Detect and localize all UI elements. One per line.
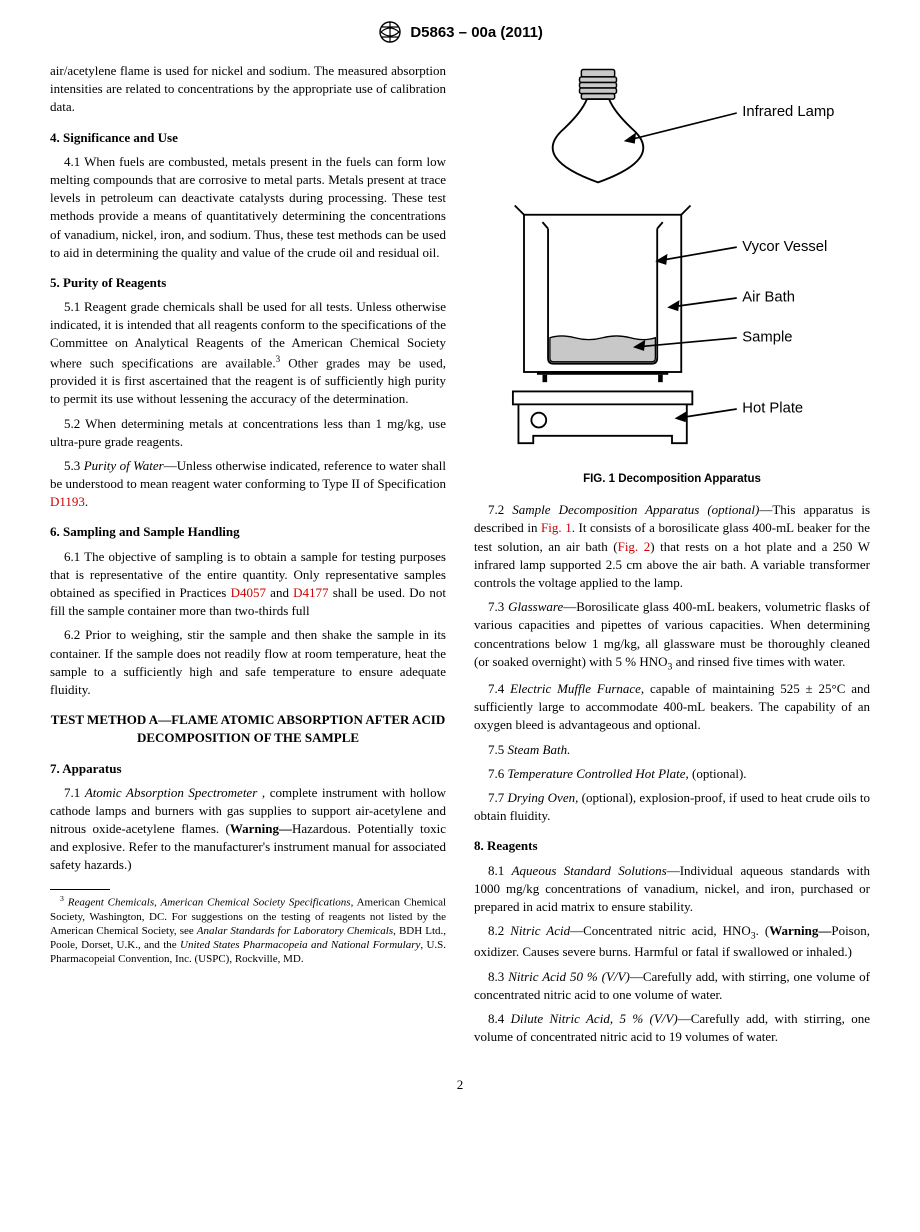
astm-logo-icon bbox=[377, 20, 403, 44]
para-8-1: 8.1 Aqueous Standard Solutions—Individua… bbox=[474, 862, 870, 917]
svg-text:Hot Plate: Hot Plate bbox=[742, 401, 803, 417]
figure-1-caption: FIG. 1 Decomposition Apparatus bbox=[474, 471, 870, 487]
ref-d1193[interactable]: D1193 bbox=[50, 494, 85, 509]
section-4-heading: 4. Significance and Use bbox=[50, 129, 446, 147]
svg-text:Sample: Sample bbox=[742, 329, 792, 345]
section-5-heading: 5. Purity of Reagents bbox=[50, 274, 446, 292]
section-7-heading: 7. Apparatus bbox=[50, 760, 446, 778]
section-8-heading: 8. Reagents bbox=[474, 837, 870, 855]
para-6-1: 6.1 The objective of sampling is to obta… bbox=[50, 548, 446, 621]
section-6-heading: 6. Sampling and Sample Handling bbox=[50, 523, 446, 541]
ref-d4057[interactable]: D4057 bbox=[231, 585, 266, 600]
para-8-4: 8.4 Dilute Nitric Acid, 5 % (V/V)—Carefu… bbox=[474, 1010, 870, 1046]
para-7-7: 7.7 Drying Oven, (optional), explosion-p… bbox=[474, 789, 870, 825]
para-8-2: 8.2 Nitric Acid—Concentrated nitric acid… bbox=[474, 922, 870, 961]
doc-id: D5863 – 00a (2011) bbox=[410, 24, 543, 41]
para-5-3: 5.3 Purity of Water—Unless otherwise ind… bbox=[50, 457, 446, 512]
two-column-body: air/acetylene flame is used for nickel a… bbox=[50, 62, 870, 1052]
svg-text:Air Bath: Air Bath bbox=[742, 290, 795, 306]
ref-fig1[interactable]: Fig. 1 bbox=[541, 520, 572, 535]
para-7-5: 7.5 Steam Bath. bbox=[474, 741, 870, 759]
svg-text:Vycor Vessel: Vycor Vessel bbox=[742, 239, 827, 255]
para-5-2: 5.2 When determining metals at concentra… bbox=[50, 415, 446, 451]
decomposition-apparatus-diagram: Infrared Lamp Vycor Vessel Air Bath Samp… bbox=[487, 62, 857, 460]
para-5-1: 5.1 Reagent grade chemicals shall be use… bbox=[50, 298, 446, 408]
figure-1: Infrared Lamp Vycor Vessel Air Bath Samp… bbox=[474, 62, 870, 487]
para-6-2: 6.2 Prior to weighing, stir the sample a… bbox=[50, 626, 446, 699]
para-7-6: 7.6 Temperature Controlled Hot Plate, (o… bbox=[474, 765, 870, 783]
intro-paragraph: air/acetylene flame is used for nickel a… bbox=[50, 62, 446, 117]
footnote-3: 3 Reagent Chemicals, American Chemical S… bbox=[50, 894, 446, 967]
para-7-1: 7.1 Atomic Absorption Spectrometer , com… bbox=[50, 784, 446, 875]
method-a-heading: TEST METHOD A—FLAME ATOMIC ABSORPTION AF… bbox=[50, 711, 446, 747]
para-7-3: 7.3 Glassware—Borosilicate glass 400-mL … bbox=[474, 598, 870, 674]
para-7-2: 7.2 Sample Decomposition Apparatus (opti… bbox=[474, 501, 870, 592]
para-8-3: 8.3 Nitric Acid 50 % (V/V)—Carefully add… bbox=[474, 968, 870, 1004]
ref-d4177[interactable]: D4177 bbox=[293, 585, 328, 600]
footnote-rule bbox=[50, 889, 110, 890]
para-4-1: 4.1 When fuels are combusted, metals pre… bbox=[50, 153, 446, 262]
page-number: 2 bbox=[50, 1076, 870, 1094]
svg-text:Infrared Lamp: Infrared Lamp bbox=[742, 104, 834, 120]
ref-fig2[interactable]: Fig. 2 bbox=[618, 539, 651, 554]
page-header: D5863 – 00a (2011) bbox=[50, 20, 870, 44]
para-7-4: 7.4 Electric Muffle Furnace, capable of … bbox=[474, 680, 870, 735]
